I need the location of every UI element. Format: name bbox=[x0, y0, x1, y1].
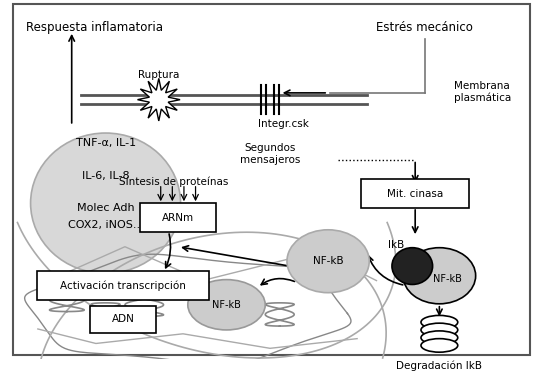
Text: Integr.csk: Integr.csk bbox=[258, 119, 310, 129]
Text: NF-kB: NF-kB bbox=[433, 274, 462, 284]
Ellipse shape bbox=[30, 133, 181, 273]
Ellipse shape bbox=[392, 248, 433, 285]
Text: TNF-α, IL-1

IL-6, IL-8

Molec Adh
COX2, iNOS...: TNF-α, IL-1 IL-6, IL-8 Molec Adh COX2, i… bbox=[68, 138, 143, 230]
Text: ADN: ADN bbox=[111, 314, 135, 324]
Ellipse shape bbox=[421, 331, 458, 344]
Text: Membrana
plasmática: Membrana plasmática bbox=[454, 81, 511, 103]
Polygon shape bbox=[137, 78, 180, 121]
Text: Mit. cinasa: Mit. cinasa bbox=[387, 188, 443, 198]
Text: IkB: IkB bbox=[388, 240, 404, 250]
Ellipse shape bbox=[287, 230, 369, 293]
Text: Ruptura: Ruptura bbox=[138, 70, 180, 80]
Ellipse shape bbox=[421, 315, 458, 329]
Ellipse shape bbox=[421, 323, 458, 337]
Ellipse shape bbox=[188, 280, 265, 330]
FancyBboxPatch shape bbox=[12, 4, 531, 355]
FancyBboxPatch shape bbox=[37, 271, 209, 300]
Text: Segundos
mensajeros: Segundos mensajeros bbox=[240, 143, 300, 165]
Text: Síntesis de proteínas: Síntesis de proteínas bbox=[118, 176, 228, 187]
Text: ARNm: ARNm bbox=[162, 213, 194, 223]
Text: NF-kB: NF-kB bbox=[313, 256, 343, 266]
FancyBboxPatch shape bbox=[361, 179, 469, 208]
Text: NF-kB: NF-kB bbox=[212, 300, 241, 310]
FancyBboxPatch shape bbox=[141, 203, 216, 232]
Text: Estrés mecánico: Estrés mecánico bbox=[376, 21, 473, 34]
Ellipse shape bbox=[403, 248, 476, 304]
Text: Degradación IkB: Degradación IkB bbox=[396, 361, 482, 371]
FancyBboxPatch shape bbox=[90, 306, 156, 333]
Text: Respuesta inflamatoria: Respuesta inflamatoria bbox=[26, 21, 163, 34]
Ellipse shape bbox=[421, 339, 458, 352]
Text: Activación transcripción: Activación transcripción bbox=[60, 280, 186, 290]
